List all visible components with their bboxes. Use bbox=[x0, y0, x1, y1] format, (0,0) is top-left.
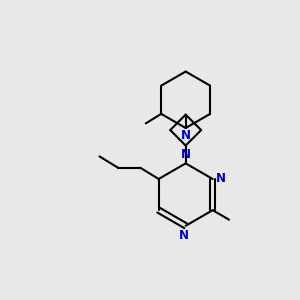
Text: N: N bbox=[181, 130, 191, 142]
Text: N: N bbox=[216, 172, 226, 185]
Text: N: N bbox=[179, 229, 189, 242]
Text: N: N bbox=[181, 148, 191, 161]
